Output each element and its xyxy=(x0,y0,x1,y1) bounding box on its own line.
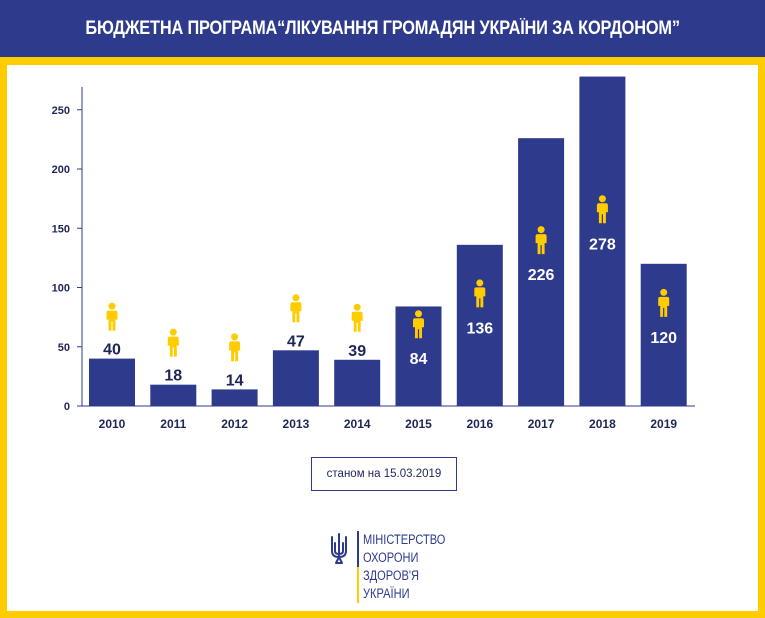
y-tick-label: 0 xyxy=(64,401,70,413)
x-tick-label: 2011 xyxy=(160,417,186,431)
data-label: 18 xyxy=(164,368,182,385)
ministry-name-line: МІНІСТЕРСТВО xyxy=(363,532,446,547)
bar xyxy=(456,244,503,406)
ministry-name: МІНІСТЕРСТВО ОХОРОНИ ЗДОРОВ'Я УКРАЇНИ xyxy=(363,531,461,603)
data-label: 40 xyxy=(103,342,121,359)
as-of-date-box: станом на 15.03.2019 xyxy=(311,457,457,491)
logo-divider-yellow xyxy=(357,567,359,603)
ministry-name-line: ОХОРОНИ xyxy=(363,550,419,565)
person-icon xyxy=(474,279,486,308)
ministry-name-line: УКРАЇНИ xyxy=(363,586,410,601)
chart-panel: 0 50 100 150 200 250 40 2010 18 2011 14 2012 47 2013 3… xyxy=(7,65,758,611)
x-tick-label: 2015 xyxy=(405,417,432,431)
person-icon xyxy=(351,303,363,332)
logo-divider-blue xyxy=(357,531,359,567)
y-tick-label: 250 xyxy=(52,105,70,117)
person-icon xyxy=(413,310,424,339)
y-tick-label: 100 xyxy=(52,283,70,295)
as-of-date-text: станом на 15.03.2019 xyxy=(326,468,442,480)
person-icon xyxy=(106,302,118,331)
bar-chart: 0 50 100 150 200 250 40 2010 18 2011 14 2012 47 2013 3… xyxy=(52,76,695,431)
ministry-name-line: ЗДОРОВ'Я xyxy=(363,568,420,583)
data-label: 120 xyxy=(650,330,677,347)
y-tick-label: 200 xyxy=(52,164,70,176)
bar xyxy=(272,350,319,406)
person-icon xyxy=(167,328,179,357)
person-icon xyxy=(658,288,670,317)
bar xyxy=(89,358,135,406)
bar xyxy=(211,389,258,406)
x-tick-label: 2013 xyxy=(283,417,310,431)
x-tick-label: 2014 xyxy=(344,417,371,431)
bar xyxy=(579,76,626,406)
x-tick-label: 2012 xyxy=(221,417,248,431)
header-banner: БЮДЖЕТНА ПРОГРАМА“ЛІКУВАННЯ ГРОМАДЯН УКР… xyxy=(0,0,765,57)
data-label: 47 xyxy=(287,333,305,350)
x-tick-label: 2019 xyxy=(650,417,677,431)
bar xyxy=(518,138,565,406)
bar xyxy=(334,359,381,406)
page-title: БЮДЖЕТНА ПРОГРАМА“ЛІКУВАННЯ ГРОМАДЯН УКР… xyxy=(85,17,680,39)
y-tick-label: 150 xyxy=(52,223,70,235)
ministry-logo: МІНІСТЕРСТВО ОХОРОНИ ЗДОРОВ'Я УКРАЇНИ xyxy=(329,531,469,609)
data-label: 136 xyxy=(466,320,493,337)
person-icon xyxy=(596,195,608,224)
data-label: 39 xyxy=(348,343,366,360)
person-icon xyxy=(290,294,302,323)
bar xyxy=(150,384,197,406)
data-label: 84 xyxy=(410,351,428,368)
x-tick-label: 2017 xyxy=(528,417,555,431)
bar xyxy=(640,263,687,406)
x-tick-label: 2016 xyxy=(466,417,493,431)
x-tick-label: 2010 xyxy=(99,417,126,431)
person-icon xyxy=(535,226,547,255)
data-label: 278 xyxy=(589,236,616,253)
x-tick-label: 2018 xyxy=(589,417,616,431)
trident-icon xyxy=(331,533,347,564)
data-label: 226 xyxy=(528,267,555,284)
y-tick-label: 50 xyxy=(58,342,70,354)
data-label: 14 xyxy=(226,372,244,389)
person-icon xyxy=(229,333,241,362)
